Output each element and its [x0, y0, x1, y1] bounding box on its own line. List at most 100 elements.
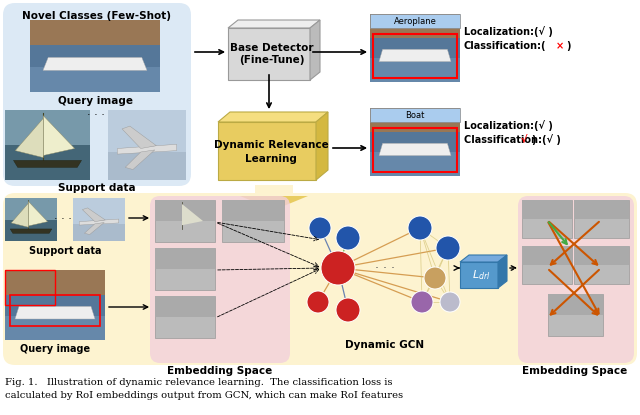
- Text: Aeroplane: Aeroplane: [394, 17, 436, 25]
- Bar: [5, 110, 90, 180]
- Polygon shape: [43, 57, 147, 71]
- Text: Localization:(√ ): Localization:(√ ): [464, 27, 553, 37]
- Bar: [30, 20, 160, 52]
- Bar: [370, 14, 460, 44]
- Circle shape: [424, 267, 446, 289]
- Bar: [370, 132, 460, 152]
- FancyBboxPatch shape: [150, 196, 290, 363]
- Polygon shape: [117, 144, 177, 154]
- Text: · · ·: · · ·: [54, 214, 72, 224]
- Text: Embedding Space: Embedding Space: [168, 366, 273, 376]
- Text: Novel Classes (Few-Shot): Novel Classes (Few-Shot): [22, 11, 172, 21]
- Bar: [370, 108, 460, 176]
- Text: Embedding Space: Embedding Space: [522, 366, 628, 376]
- Bar: [522, 200, 572, 238]
- Text: · · ·: · · ·: [375, 261, 395, 274]
- Text: ): ): [566, 41, 570, 51]
- Text: calculated by RoI embeddings output from GCN, which can make RoI features: calculated by RoI embeddings output from…: [5, 391, 403, 400]
- Bar: [108, 110, 186, 152]
- Text: Fig. 1.   Illustration of dynamic relevance learning.  The classification loss i: Fig. 1. Illustration of dynamic relevanc…: [5, 378, 392, 387]
- Bar: [574, 200, 629, 219]
- Polygon shape: [84, 222, 104, 234]
- Bar: [5, 220, 57, 241]
- Circle shape: [411, 291, 433, 313]
- Polygon shape: [182, 204, 203, 225]
- Polygon shape: [460, 255, 507, 262]
- Bar: [73, 198, 125, 241]
- Polygon shape: [125, 150, 155, 169]
- Bar: [10, 295, 100, 326]
- Polygon shape: [498, 255, 507, 288]
- Bar: [155, 248, 215, 290]
- Bar: [522, 200, 572, 219]
- Bar: [522, 246, 572, 265]
- Text: Learning: Learning: [245, 154, 297, 164]
- Circle shape: [336, 298, 360, 322]
- Text: Boat: Boat: [405, 110, 425, 120]
- Bar: [155, 248, 215, 269]
- Bar: [108, 110, 186, 180]
- Polygon shape: [10, 229, 52, 233]
- Text: Dynamic GCN: Dynamic GCN: [346, 340, 424, 350]
- Bar: [574, 200, 629, 238]
- FancyBboxPatch shape: [518, 196, 634, 363]
- Bar: [5, 270, 105, 340]
- Bar: [460, 262, 498, 288]
- Text: Query image: Query image: [20, 344, 90, 354]
- Bar: [30, 45, 160, 67]
- Text: (Fine-Tune): (Fine-Tune): [239, 55, 305, 65]
- Bar: [5, 198, 57, 241]
- Text: √: √: [521, 135, 527, 145]
- Text: Support data: Support data: [58, 183, 136, 193]
- Bar: [5, 270, 105, 302]
- Polygon shape: [13, 161, 81, 167]
- Bar: [370, 14, 460, 82]
- Polygon shape: [255, 185, 293, 196]
- Polygon shape: [44, 116, 75, 156]
- Bar: [155, 200, 215, 242]
- Polygon shape: [15, 118, 44, 158]
- Bar: [155, 296, 215, 338]
- Bar: [370, 108, 460, 122]
- Bar: [5, 270, 55, 305]
- Bar: [222, 200, 284, 221]
- Bar: [5, 145, 90, 180]
- Polygon shape: [15, 306, 95, 319]
- Text: Support data: Support data: [29, 246, 101, 256]
- Bar: [73, 198, 125, 224]
- Bar: [548, 294, 603, 336]
- Polygon shape: [379, 143, 451, 156]
- Circle shape: [408, 216, 432, 240]
- Bar: [30, 20, 160, 92]
- Polygon shape: [79, 219, 119, 225]
- Text: ×: ×: [556, 41, 564, 51]
- Text: Dynamic Relevance: Dynamic Relevance: [214, 140, 328, 150]
- Bar: [574, 246, 629, 284]
- FancyBboxPatch shape: [3, 193, 637, 365]
- Text: Base Detector: Base Detector: [230, 43, 314, 53]
- Polygon shape: [240, 196, 308, 210]
- Text: · · ·: · · ·: [87, 110, 105, 120]
- Text: Classification:(: Classification:(: [464, 41, 547, 51]
- Bar: [373, 128, 457, 172]
- Text: ): ): [531, 135, 536, 145]
- Bar: [228, 28, 310, 80]
- Bar: [370, 14, 460, 28]
- Circle shape: [307, 291, 329, 313]
- Polygon shape: [28, 201, 47, 226]
- Bar: [548, 294, 603, 315]
- Polygon shape: [228, 20, 320, 28]
- Polygon shape: [379, 49, 451, 61]
- FancyBboxPatch shape: [3, 3, 191, 186]
- Polygon shape: [218, 112, 328, 122]
- Bar: [370, 108, 460, 139]
- Circle shape: [336, 226, 360, 250]
- Bar: [373, 34, 457, 78]
- Bar: [222, 200, 284, 242]
- Polygon shape: [316, 112, 328, 180]
- Bar: [522, 246, 572, 284]
- Bar: [5, 295, 105, 315]
- Polygon shape: [83, 208, 105, 222]
- Text: Classification:(√ ): Classification:(√ ): [464, 134, 561, 145]
- Polygon shape: [12, 203, 28, 227]
